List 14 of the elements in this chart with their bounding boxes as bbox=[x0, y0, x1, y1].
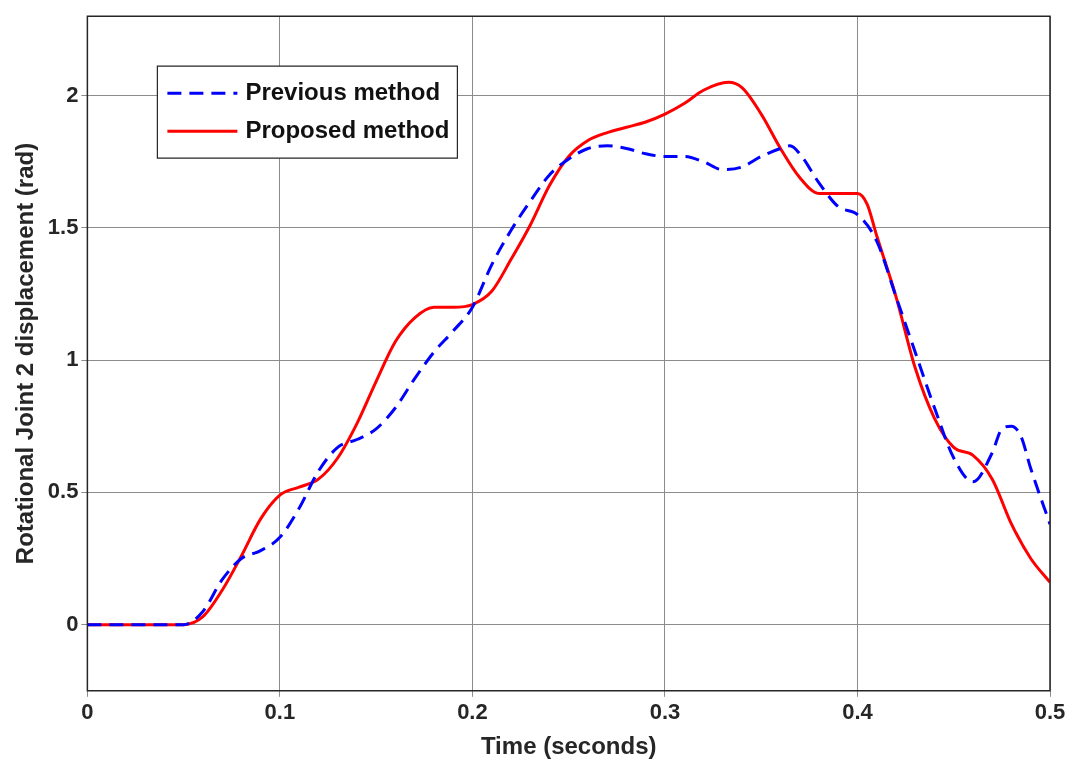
x-axis-title: Time (seconds) bbox=[480, 732, 657, 760]
y-axis-title: Rotational Joint 2 displacement (rad) bbox=[11, 142, 39, 565]
legend-label: Proposed method bbox=[245, 115, 450, 143]
y-tick-label: 0 bbox=[66, 610, 79, 636]
y-tick-label: 1.5 bbox=[47, 213, 79, 239]
x-tick-label: 0.3 bbox=[649, 699, 681, 725]
legend-label: Previous method bbox=[245, 77, 441, 105]
x-tick-label: 0.1 bbox=[264, 699, 296, 725]
y-tick-label: 0.5 bbox=[47, 478, 79, 504]
x-tick-label: 0.5 bbox=[1034, 699, 1066, 725]
y-tick-label: 2 bbox=[66, 81, 79, 107]
y-tick-label: 1 bbox=[66, 346, 79, 372]
x-tick-label: 0.2 bbox=[457, 699, 488, 725]
x-tick-label: 0.4 bbox=[842, 699, 874, 725]
